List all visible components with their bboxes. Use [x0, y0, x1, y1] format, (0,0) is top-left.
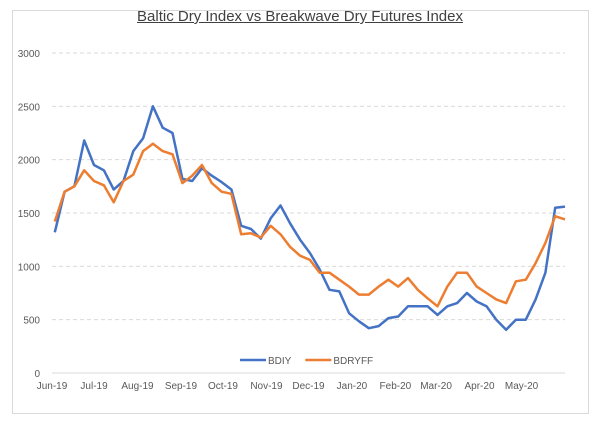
- x-tick-label: Apr-20: [464, 381, 494, 392]
- series-line-bdiy: [53, 105, 566, 332]
- chart-title: Baltic Dry Index vs Breakwave Dry Future…: [137, 8, 463, 25]
- y-tick-label: 500: [23, 316, 40, 327]
- x-tick-label: Jul-19: [80, 381, 108, 392]
- y-tick-label: 2500: [18, 102, 41, 113]
- y-tick-label: 1500: [18, 209, 41, 220]
- x-tick-label: Aug-19: [121, 381, 154, 392]
- x-tick-label: Jun-19: [37, 381, 68, 392]
- x-tick-label: Sep-19: [165, 381, 198, 392]
- y-tick-label: 0: [34, 369, 40, 380]
- y-tick-label: 1000: [18, 262, 41, 273]
- x-tick-label: Oct-19: [208, 381, 238, 392]
- y-tick-label: 2000: [18, 156, 41, 167]
- x-tick-label: Jan-20: [337, 381, 368, 392]
- x-tick-label: Dec-19: [292, 381, 325, 392]
- legend-label-bdryff: BDRYFF: [333, 356, 373, 367]
- y-tick-label: 3000: [18, 49, 41, 60]
- x-tick-label: May-20: [505, 381, 539, 392]
- x-tick-label: Nov-19: [250, 381, 283, 392]
- legend-label-bdiy: BDIY: [268, 356, 292, 367]
- chart-frame: [12, 10, 589, 414]
- x-tick-label: Feb-20: [380, 381, 412, 392]
- series-line-bdryff: [53, 142, 566, 308]
- x-tick-label: Mar-20: [420, 381, 452, 392]
